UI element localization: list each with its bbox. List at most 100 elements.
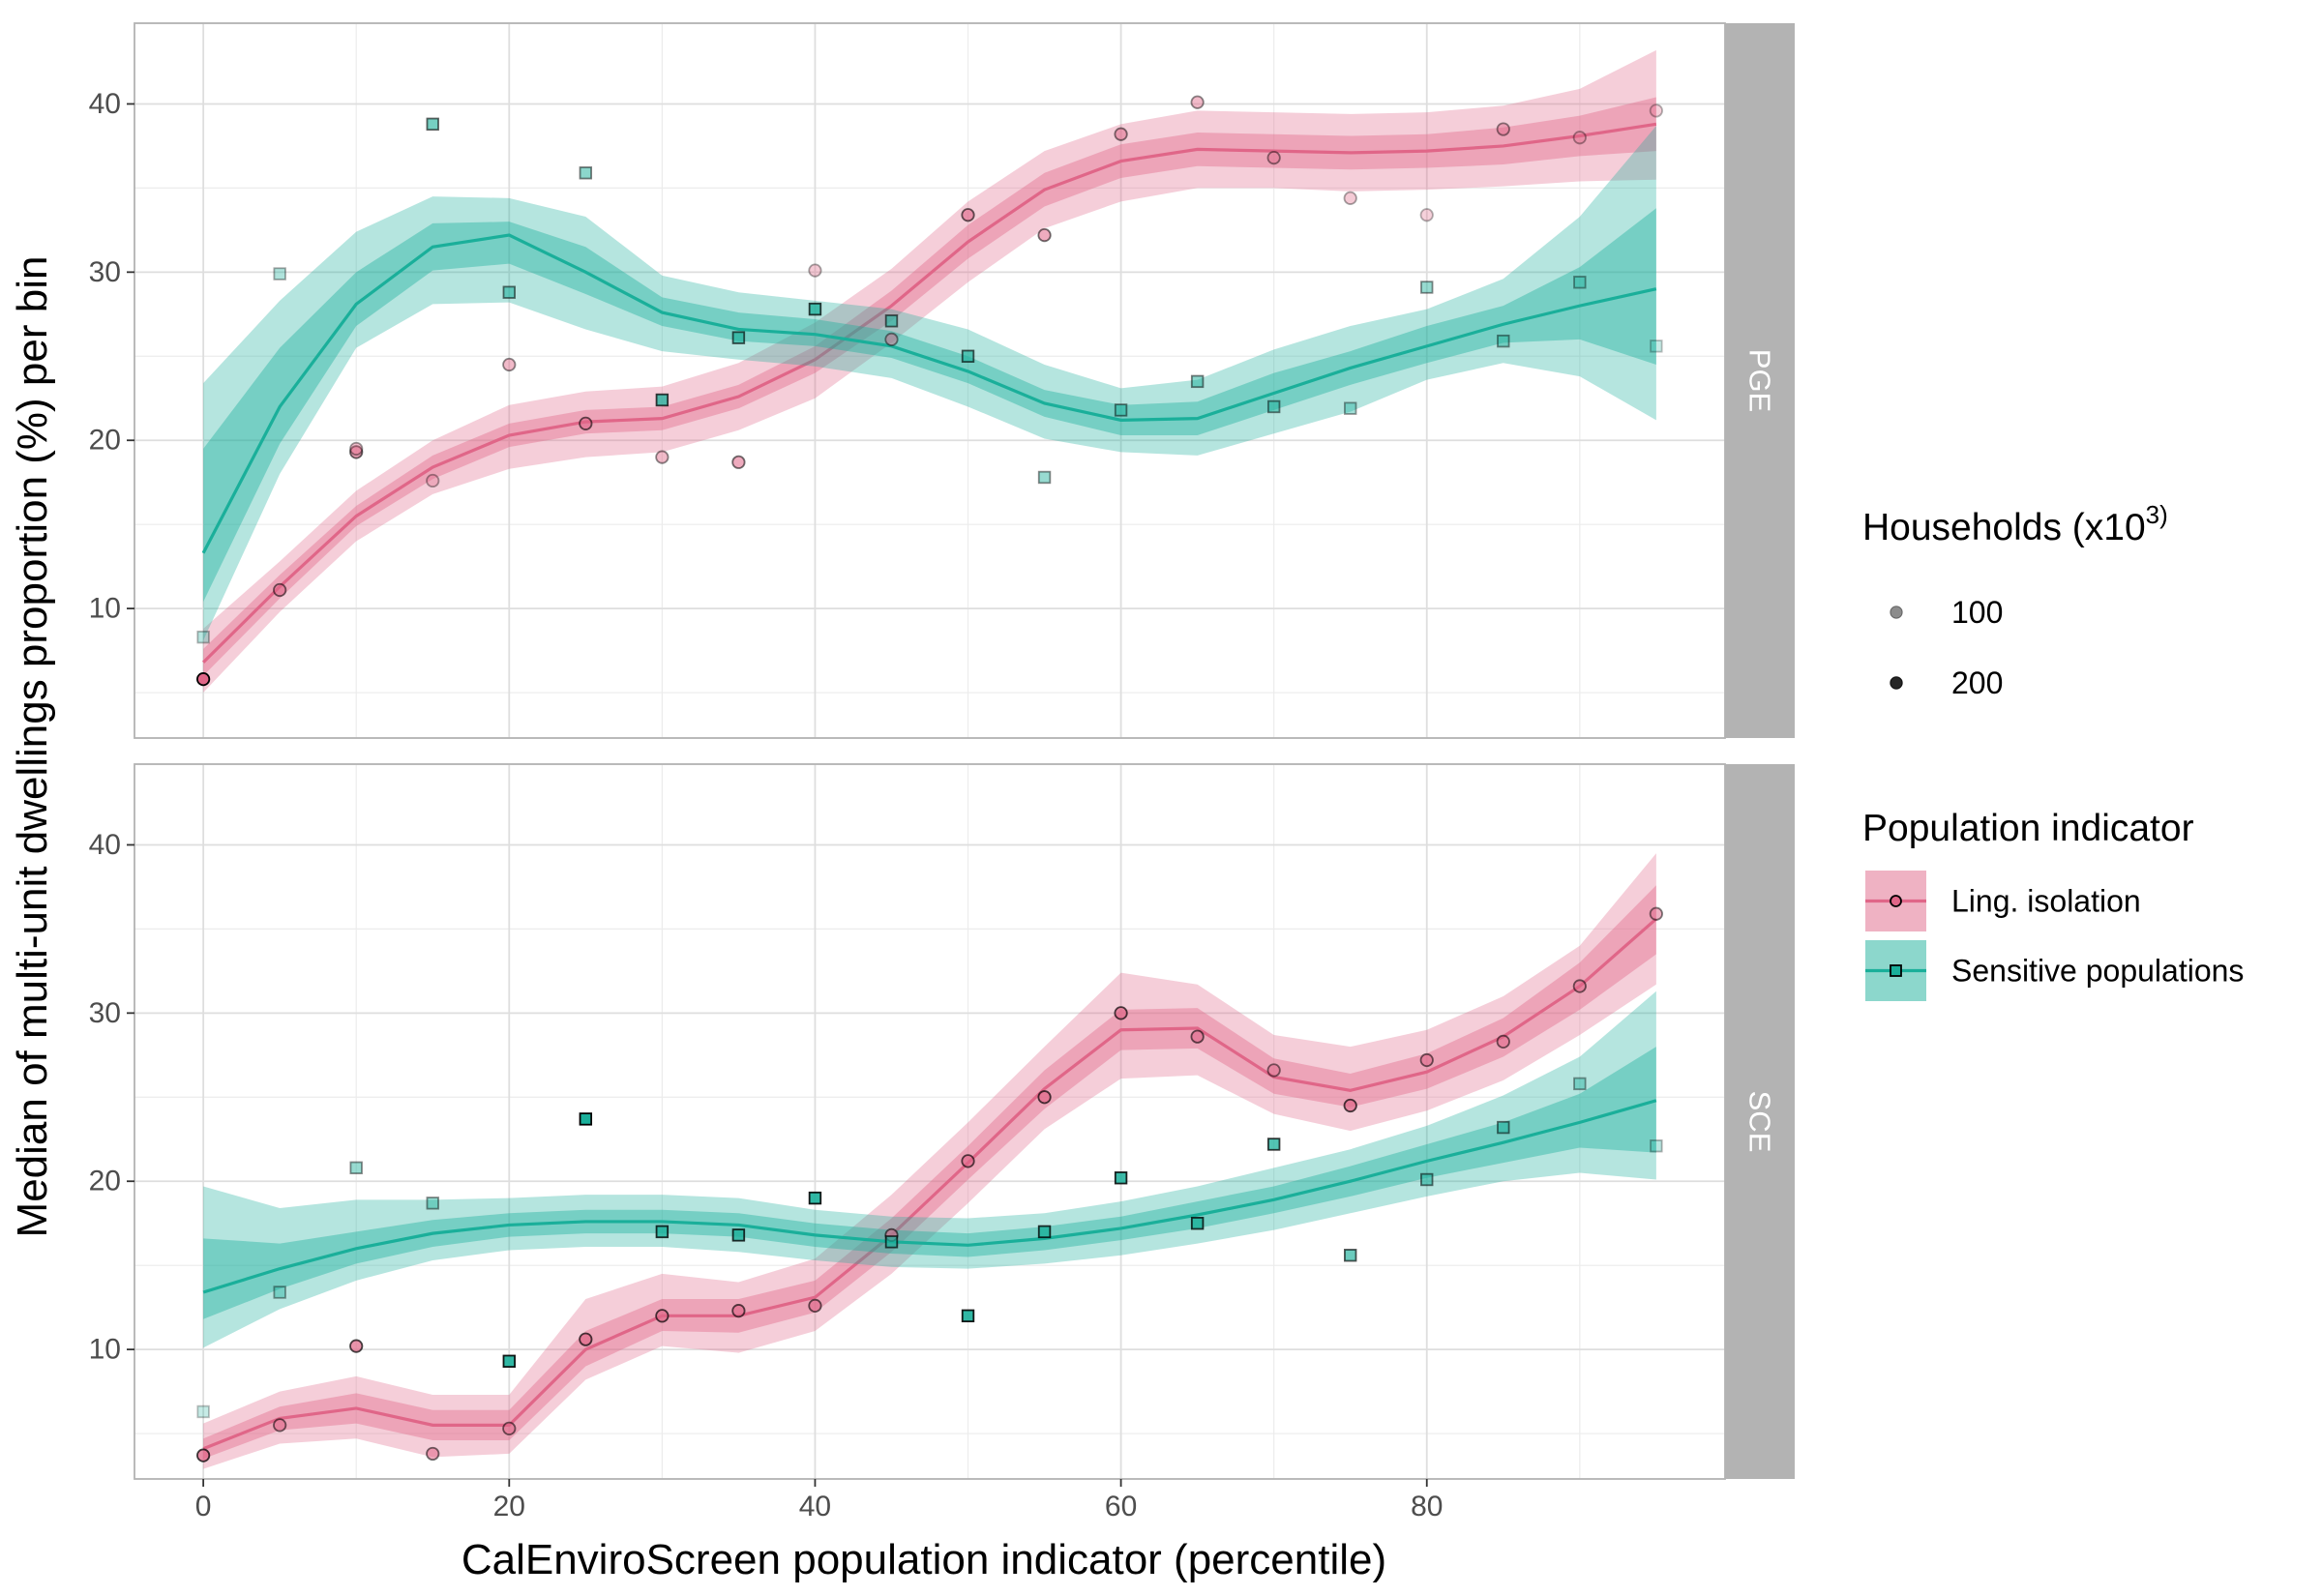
color-legend-title: Population indicator [1862, 808, 2194, 849]
point-ling-isolation [731, 1304, 746, 1318]
point-sensitive-populations [1573, 1077, 1587, 1091]
point-ling-isolation [196, 672, 211, 687]
y-tick-label: 40 [89, 829, 121, 861]
point-ling-isolation [1114, 127, 1128, 141]
y-tick-label: 10 [89, 593, 121, 625]
point-ling-isolation [1190, 1029, 1205, 1044]
point-ling-isolation [1419, 1052, 1434, 1068]
point-sensitive-populations [426, 1197, 439, 1210]
point-ling-isolation [426, 473, 440, 488]
facet-strip-label: SCE [1743, 1091, 1777, 1153]
point-ling-isolation [1037, 1090, 1052, 1105]
fit-line-ling [202, 122, 1657, 664]
point-ling-isolation [273, 1418, 287, 1433]
point-ling-isolation [1114, 1006, 1128, 1020]
point-ling-isolation [1190, 95, 1205, 109]
x-tick-label: 0 [195, 1491, 212, 1522]
point-ling-isolation [1419, 208, 1434, 222]
point-ling-isolation [1496, 122, 1510, 136]
point-sensitive-populations [808, 302, 822, 316]
point-ling-isolation [196, 1448, 211, 1463]
series-sens [201, 126, 1657, 641]
point-ling-isolation [731, 455, 746, 469]
point-sensitive-populations [884, 314, 899, 328]
point-ling-isolation [1649, 906, 1663, 921]
legend-layer: Households (x103) 100 200 Population indica… [1862, 500, 2244, 1001]
point-sensitive-populations [1650, 1139, 1663, 1153]
point-ling-isolation [1037, 227, 1052, 243]
size-legend-title-superscript: 3) [2146, 500, 2168, 529]
size-legend-label: 200 [1951, 665, 2003, 700]
point-sensitive-populations [1420, 1172, 1434, 1187]
ribbon-inner-ling [203, 885, 1656, 1460]
point-sensitive-populations [502, 1354, 516, 1368]
point-sensitive-populations [196, 1404, 210, 1419]
panel-pge: PGE 10 20 30 40 [89, 22, 1795, 739]
y-tick-label: 10 [89, 1334, 121, 1366]
series-sens [202, 990, 1657, 1348]
color-legend-label: Sensitive populations [1951, 954, 2244, 989]
point-ling-isolation [1649, 103, 1663, 118]
point-ling-isolation [502, 357, 517, 372]
point-ling-isolation [1266, 151, 1281, 165]
point-ling-isolation [1572, 131, 1587, 145]
x-axis-title: CalEnviroScreen population indicator (pe… [461, 1536, 1386, 1583]
point-ling-isolation [961, 208, 975, 222]
size-legend-key [1890, 676, 1903, 690]
point-ling-isolation [1343, 1098, 1357, 1113]
y-tick-label: 30 [89, 256, 121, 288]
point-sensitive-populations [273, 267, 286, 281]
point-sensitive-populations [579, 166, 593, 180]
ribbon-outer-ling [203, 49, 1656, 694]
point-sensitive-populations [731, 331, 746, 344]
series-ling [202, 853, 1657, 1469]
point-sensitive-populations [196, 630, 210, 644]
point-ling-isolation [961, 1154, 975, 1168]
point-ling-isolation [808, 1298, 822, 1314]
ribbon-outer-ling [203, 853, 1656, 1469]
point-sensitive-populations [1344, 401, 1357, 415]
point-ling-isolation [1343, 191, 1357, 205]
point-ling-isolation [655, 450, 670, 464]
point-ling-isolation [273, 582, 287, 598]
point-ling-isolation [579, 416, 593, 430]
panel-sce: SCE 10 20 30 40 0 20 40 60 80 [89, 763, 1795, 1522]
point-sensitive-populations [426, 117, 439, 132]
facet-strip [1725, 23, 1795, 738]
panels-layer: PGE 10 20 30 40 SCE 10 20 30 40 0 20 40 60 80 [89, 22, 1795, 1522]
point-ling-isolation [808, 263, 822, 278]
point-sensitive-populations [1037, 1225, 1052, 1239]
y-axis-title: Median of multi-unit dwellings proportio… [9, 256, 56, 1238]
size-legend-title-main: Households (x10 [1862, 507, 2146, 548]
point-ling-isolation [655, 1309, 670, 1323]
y-tick-label: 40 [89, 88, 121, 120]
point-sensitive-populations [1190, 374, 1205, 389]
point-sensitive-populations [1344, 1249, 1357, 1262]
point-sensitive-populations [1497, 334, 1510, 348]
size-legend-key [1890, 606, 1903, 619]
point-sensitive-populations [808, 1191, 822, 1205]
fit-line-sens [202, 1099, 1657, 1294]
point-sensitive-populations [1114, 1171, 1128, 1185]
point-ling-isolation [426, 1446, 440, 1462]
point-sensitive-populations [349, 1161, 363, 1175]
color-legend-label: Ling. isolation [1951, 884, 2141, 919]
x-tick-label: 40 [799, 1491, 831, 1522]
point-sensitive-populations [961, 349, 975, 363]
point-sensitive-populations [273, 1286, 286, 1299]
point-ling-isolation [1266, 1063, 1281, 1078]
point-sensitive-populations [884, 1235, 899, 1249]
series-ling [202, 49, 1657, 694]
point-sensitive-populations [502, 285, 516, 299]
point-sensitive-populations [579, 1112, 593, 1126]
y-tick-label: 20 [89, 425, 121, 457]
facet-strip [1725, 764, 1795, 1479]
x-tick-label: 80 [1411, 1491, 1443, 1522]
point-ling-isolation [349, 441, 364, 457]
point-ling-isolation [502, 1421, 517, 1435]
color-legend-key-marker [1890, 964, 1902, 977]
point-sensitive-populations [1037, 470, 1052, 485]
ribbon-inner-ling [203, 97, 1656, 676]
point-sensitive-populations [1266, 1138, 1281, 1151]
y-tick-label: 30 [89, 997, 121, 1029]
